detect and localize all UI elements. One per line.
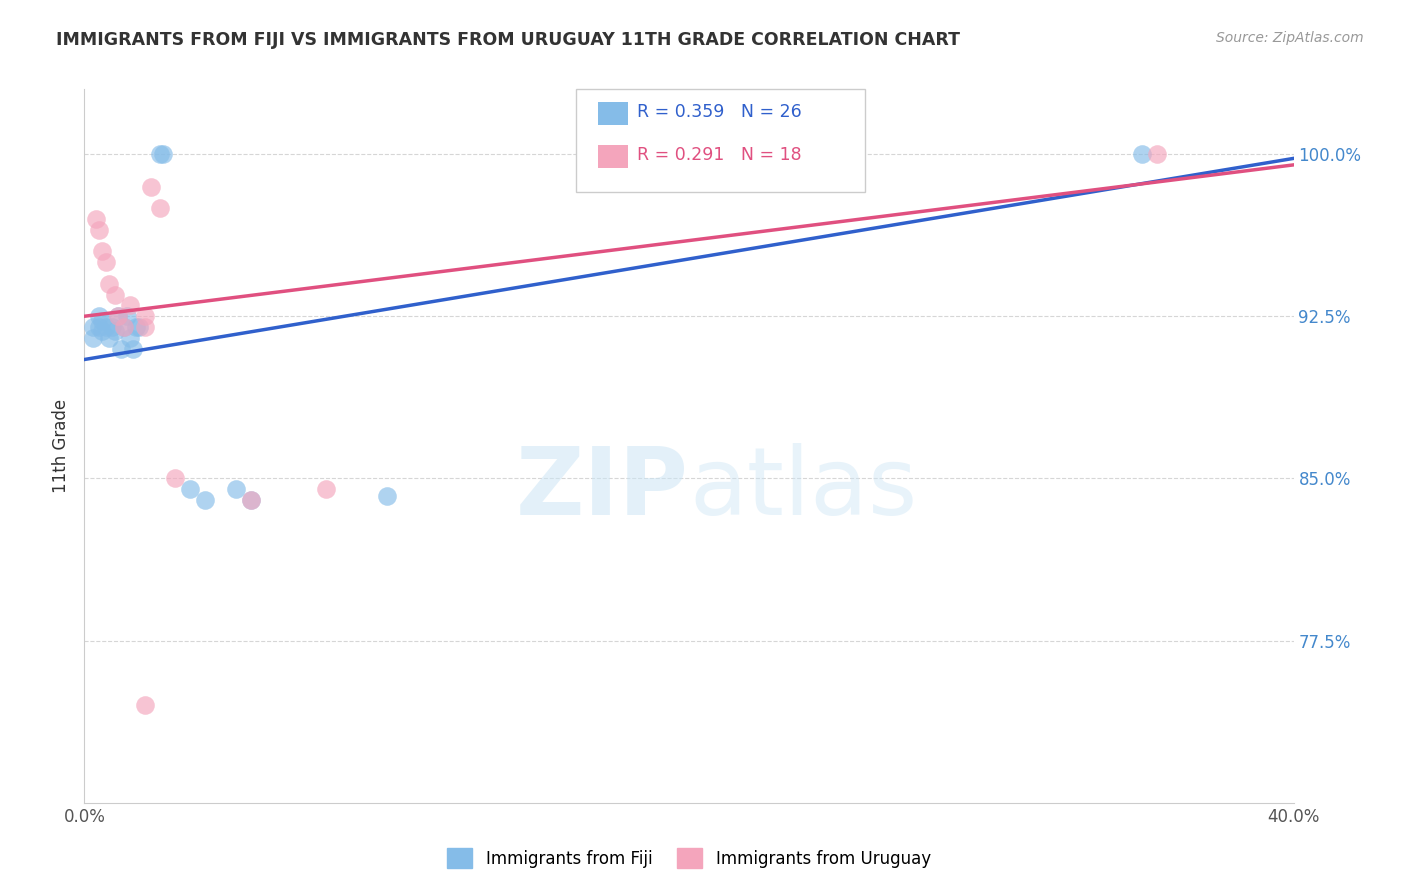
Point	[94, 320, 117, 334]
Point	[1130, 147, 1153, 161]
Point	[1146, 147, 1168, 161]
Point	[104, 287, 127, 301]
Point	[118, 331, 141, 345]
Point	[104, 325, 127, 339]
Point	[97, 277, 120, 291]
Point	[91, 313, 114, 327]
Point	[112, 320, 135, 334]
Point	[107, 310, 129, 324]
Point	[152, 147, 174, 161]
Point	[149, 147, 172, 161]
Point	[82, 331, 104, 345]
Point	[375, 489, 398, 503]
Point	[100, 320, 122, 334]
Point	[128, 320, 150, 334]
Legend: Immigrants from Fiji, Immigrants from Uruguay: Immigrants from Fiji, Immigrants from Ur…	[439, 839, 939, 877]
Text: ZIP: ZIP	[516, 442, 689, 535]
Point	[225, 482, 247, 496]
Point	[134, 320, 156, 334]
Text: R = 0.359   N = 26: R = 0.359 N = 26	[637, 103, 801, 121]
Point	[239, 493, 262, 508]
Point	[89, 223, 111, 237]
Point	[115, 310, 138, 324]
Point	[134, 698, 156, 713]
Point	[121, 342, 143, 356]
Point	[125, 320, 148, 334]
Text: IMMIGRANTS FROM FIJI VS IMMIGRANTS FROM URUGUAY 11TH GRADE CORRELATION CHART: IMMIGRANTS FROM FIJI VS IMMIGRANTS FROM …	[56, 31, 960, 49]
Point	[86, 211, 108, 226]
Point	[315, 482, 337, 496]
Text: Source: ZipAtlas.com: Source: ZipAtlas.com	[1216, 31, 1364, 45]
Point	[91, 244, 114, 259]
Y-axis label: 11th Grade: 11th Grade	[52, 399, 70, 493]
Point	[194, 493, 217, 508]
Point	[139, 179, 162, 194]
Point	[239, 493, 262, 508]
Point	[97, 331, 120, 345]
Point	[149, 201, 172, 215]
Point	[134, 310, 156, 324]
Point	[91, 325, 114, 339]
Point	[179, 482, 201, 496]
Point	[165, 471, 187, 485]
Text: atlas: atlas	[689, 442, 917, 535]
Point	[112, 320, 135, 334]
Text: R = 0.291   N = 18: R = 0.291 N = 18	[637, 146, 801, 164]
Point	[107, 310, 129, 324]
Point	[89, 320, 111, 334]
Point	[110, 342, 132, 356]
Point	[82, 320, 104, 334]
Point	[118, 298, 141, 312]
Point	[89, 310, 111, 324]
Point	[94, 255, 117, 269]
